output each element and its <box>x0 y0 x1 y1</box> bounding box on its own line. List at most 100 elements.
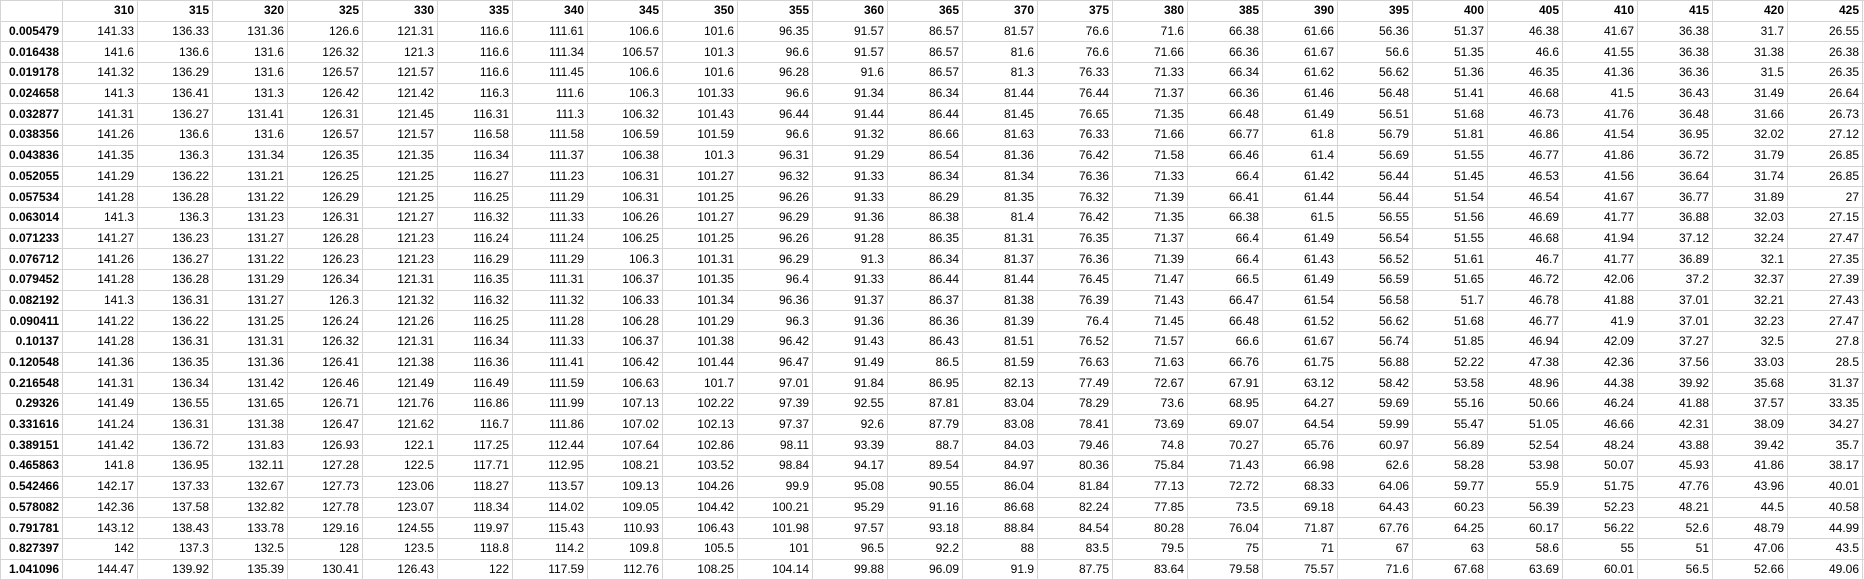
table-cell: 121.76 <box>363 394 438 415</box>
table-cell: 136.27 <box>138 104 213 125</box>
table-cell: 90.55 <box>888 476 963 497</box>
table-cell: 86.34 <box>888 249 963 270</box>
table-cell: 41.77 <box>1563 249 1638 270</box>
table-cell: 61.75 <box>1263 352 1338 373</box>
column-header: 340 <box>513 1 588 22</box>
table-cell: 137.58 <box>138 497 213 518</box>
table-cell: 86.57 <box>888 42 963 63</box>
table-cell: 35.7 <box>1788 435 1863 456</box>
table-cell: 131.31 <box>213 332 288 353</box>
table-cell: 116.34 <box>438 332 513 353</box>
table-cell: 116.58 <box>438 125 513 146</box>
row-header: 0.29326 <box>1 394 63 415</box>
table-cell: 106.25 <box>588 228 663 249</box>
table-cell: 41.76 <box>1563 104 1638 125</box>
table-cell: 28.5 <box>1788 352 1863 373</box>
table-cell: 86.44 <box>888 269 963 290</box>
table-cell: 91.28 <box>813 228 888 249</box>
table-cell: 66.76 <box>1188 352 1263 373</box>
table-cell: 62.6 <box>1338 456 1413 477</box>
table-cell: 111.33 <box>513 207 588 228</box>
table-cell: 71.63 <box>1113 352 1188 373</box>
table-cell: 71.6 <box>1338 559 1413 580</box>
table-cell: 131.6 <box>213 42 288 63</box>
table-cell: 111.24 <box>513 228 588 249</box>
table-cell: 96.35 <box>738 21 813 42</box>
table-cell: 71.37 <box>1113 83 1188 104</box>
table-cell: 95.29 <box>813 497 888 518</box>
table-cell: 72.72 <box>1188 476 1263 497</box>
table-cell: 42.31 <box>1638 414 1713 435</box>
table-cell: 81.45 <box>963 104 1038 125</box>
table-cell: 71.33 <box>1113 166 1188 187</box>
table-cell: 86.57 <box>888 63 963 84</box>
table-cell: 136.41 <box>138 83 213 104</box>
table-cell: 136.28 <box>138 187 213 208</box>
table-cell: 41.67 <box>1563 187 1638 208</box>
table-cell: 56.54 <box>1338 228 1413 249</box>
table-cell: 136.35 <box>138 352 213 373</box>
table-cell: 112.44 <box>513 435 588 456</box>
table-cell: 130.41 <box>288 559 363 580</box>
table-cell: 107.02 <box>588 414 663 435</box>
table-cell: 36.38 <box>1638 21 1713 42</box>
table-cell: 75.57 <box>1263 559 1338 580</box>
table-cell: 56.44 <box>1338 166 1413 187</box>
table-cell: 131.36 <box>213 21 288 42</box>
table-cell: 126.25 <box>288 166 363 187</box>
column-header: 380 <box>1113 1 1188 22</box>
table-cell: 141.31 <box>63 104 138 125</box>
table-cell: 81.6 <box>963 42 1038 63</box>
table-cell: 64.25 <box>1413 518 1488 539</box>
table-cell: 51.45 <box>1413 166 1488 187</box>
table-cell: 37.57 <box>1713 394 1788 415</box>
table-cell: 102.13 <box>663 414 738 435</box>
table-cell: 31.49 <box>1713 83 1788 104</box>
table-cell: 71.35 <box>1113 207 1188 228</box>
table-cell: 83.08 <box>963 414 1038 435</box>
row-header: 0.076712 <box>1 249 63 270</box>
column-header: 355 <box>738 1 813 22</box>
table-cell: 70.27 <box>1188 435 1263 456</box>
table-cell: 41.67 <box>1563 21 1638 42</box>
table-cell: 46.78 <box>1488 290 1563 311</box>
table-cell: 87.81 <box>888 394 963 415</box>
table-cell: 76.36 <box>1038 249 1113 270</box>
table-cell: 86.35 <box>888 228 963 249</box>
table-cell: 96.42 <box>738 332 813 353</box>
table-cell: 41.55 <box>1563 42 1638 63</box>
table-cell: 48.96 <box>1488 373 1563 394</box>
table-cell: 141.28 <box>63 332 138 353</box>
table-cell: 31.79 <box>1713 145 1788 166</box>
table-cell: 99.88 <box>813 559 888 580</box>
table-cell: 106.59 <box>588 125 663 146</box>
table-cell: 64.27 <box>1263 394 1338 415</box>
table-cell: 126.42 <box>288 83 363 104</box>
table-cell: 116.29 <box>438 249 513 270</box>
table-cell: 101.31 <box>663 249 738 270</box>
table-cell: 101.43 <box>663 104 738 125</box>
table-cell: 56.59 <box>1338 269 1413 290</box>
table-cell: 68.95 <box>1188 394 1263 415</box>
table-cell: 126.6 <box>288 21 363 42</box>
table-cell: 81.38 <box>963 290 1038 311</box>
table-cell: 96.26 <box>738 228 813 249</box>
table-cell: 116.32 <box>438 207 513 228</box>
table-cell: 76.45 <box>1038 269 1113 290</box>
table-cell: 136.23 <box>138 228 213 249</box>
column-header: 365 <box>888 1 963 22</box>
table-cell: 111.59 <box>513 373 588 394</box>
table-cell: 111.99 <box>513 394 588 415</box>
table-cell: 42.09 <box>1563 332 1638 353</box>
row-header: 0.791781 <box>1 518 63 539</box>
table-cell: 31.89 <box>1713 187 1788 208</box>
table-cell: 126.47 <box>288 414 363 435</box>
table-cell: 91.16 <box>888 497 963 518</box>
table-cell: 136.6 <box>138 125 213 146</box>
table-cell: 132.67 <box>213 476 288 497</box>
table-cell: 47.38 <box>1488 352 1563 373</box>
table-cell: 76.32 <box>1038 187 1113 208</box>
